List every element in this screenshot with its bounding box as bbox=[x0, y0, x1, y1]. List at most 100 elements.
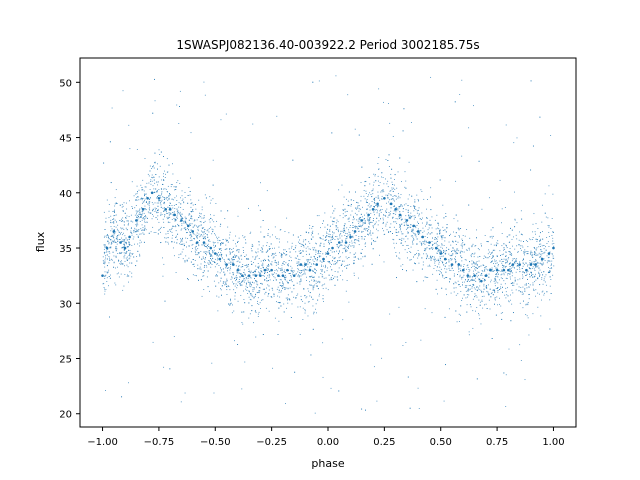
scatter-dot bbox=[478, 249, 480, 251]
scatter-dot bbox=[148, 182, 150, 184]
scatter-dot bbox=[226, 264, 228, 266]
scatter-dot bbox=[251, 263, 253, 265]
scatter-dot bbox=[353, 246, 355, 248]
scatter-dot bbox=[396, 277, 397, 279]
scatter-dot bbox=[115, 250, 117, 252]
scatter-dot bbox=[446, 277, 448, 278]
scatter-dot bbox=[311, 227, 313, 229]
scatter-dot bbox=[444, 240, 446, 242]
scatter-dot bbox=[532, 267, 534, 269]
scatter-dot bbox=[521, 271, 523, 273]
scatter-dot bbox=[462, 297, 463, 299]
scatter-dot bbox=[410, 246, 412, 248]
scatter-dot bbox=[387, 194, 389, 196]
scatter-dot bbox=[118, 272, 119, 274]
scatter-dot bbox=[265, 307, 267, 309]
scatter-dot bbox=[288, 232, 290, 234]
scatter-dot bbox=[255, 311, 257, 313]
scatter-dot bbox=[104, 235, 106, 237]
scatter-dot bbox=[378, 168, 380, 170]
scatter-dot bbox=[332, 237, 334, 239]
scatter-dot bbox=[412, 229, 414, 231]
scatter-dot bbox=[242, 290, 244, 292]
scatter-dot bbox=[309, 284, 311, 286]
scatter-dot bbox=[170, 202, 171, 204]
scatter-dot bbox=[256, 292, 258, 294]
scatter-dot bbox=[393, 179, 395, 180]
scatter-dot bbox=[248, 302, 250, 304]
scatter-dot bbox=[534, 263, 536, 265]
scatter-dot bbox=[468, 334, 470, 336]
scatter-dot bbox=[444, 250, 446, 252]
scatter-dot bbox=[460, 264, 462, 266]
scatter-dot bbox=[232, 259, 234, 261]
scatter-dot bbox=[110, 222, 112, 224]
scatter-dot bbox=[246, 289, 248, 291]
scatter-dot bbox=[196, 232, 198, 234]
scatter-dot bbox=[531, 254, 533, 256]
scatter-dot bbox=[237, 260, 239, 262]
scatter-dot bbox=[339, 215, 341, 217]
scatter-dot bbox=[280, 252, 282, 254]
scatter-dot bbox=[551, 253, 553, 255]
scatter-dot bbox=[240, 295, 242, 296]
scatter-dot bbox=[192, 226, 194, 228]
scatter-dot bbox=[321, 264, 322, 266]
scatter-dot bbox=[175, 186, 177, 188]
scatter-dot bbox=[475, 245, 477, 246]
scatter-dot bbox=[287, 241, 289, 243]
scatter-dot bbox=[371, 222, 373, 223]
scatter-dot bbox=[144, 220, 146, 222]
scatter-dot bbox=[193, 233, 195, 235]
scatter-dot bbox=[450, 292, 452, 294]
scatter-dot bbox=[405, 341, 407, 343]
scatter-dot bbox=[321, 276, 323, 278]
scatter-dot bbox=[488, 299, 490, 301]
scatter-dot bbox=[429, 224, 431, 226]
scatter-dot bbox=[353, 227, 355, 228]
scatter-dot bbox=[397, 218, 399, 220]
scatter-dot bbox=[119, 239, 120, 240]
scatter-dot bbox=[373, 206, 375, 208]
scatter-dot bbox=[519, 231, 520, 233]
scatter-dot bbox=[512, 258, 514, 260]
scatter-dot bbox=[216, 263, 218, 265]
scatter-dot bbox=[247, 258, 249, 259]
scatter-dot bbox=[505, 124, 507, 126]
scatter-dot bbox=[141, 212, 143, 214]
scatter-dot bbox=[542, 274, 544, 276]
scatter-dot bbox=[260, 260, 262, 262]
scatter-dot bbox=[452, 247, 454, 249]
scatter-dot bbox=[333, 221, 335, 223]
scatter-dot bbox=[402, 269, 404, 271]
scatter-dot bbox=[367, 219, 369, 221]
scatter-dot bbox=[347, 234, 349, 236]
scatter-dot bbox=[332, 256, 334, 258]
scatter-dot bbox=[124, 248, 126, 250]
scatter-dot bbox=[474, 277, 476, 279]
scatter-dot bbox=[264, 272, 265, 274]
scatter-dot bbox=[551, 267, 553, 269]
scatter-dot bbox=[280, 291, 282, 293]
scatter-dot bbox=[260, 182, 261, 184]
scatter-dot bbox=[189, 234, 191, 236]
scatter-dot bbox=[203, 243, 205, 245]
scatter-dot bbox=[527, 264, 529, 266]
scatter-dot bbox=[257, 313, 259, 315]
scatter-dot bbox=[314, 247, 316, 249]
scatter-dot bbox=[129, 200, 130, 202]
scatter-dot bbox=[490, 261, 492, 263]
scatter-dot bbox=[491, 269, 493, 271]
scatter-dot bbox=[453, 249, 455, 251]
scatter-dot bbox=[205, 253, 207, 255]
scatter-dot bbox=[402, 208, 404, 210]
scatter-dot bbox=[258, 271, 259, 273]
scatter-dot bbox=[383, 261, 385, 263]
scatter-dot bbox=[461, 257, 463, 259]
scatter-dot bbox=[235, 275, 237, 277]
scatter-dot bbox=[192, 259, 194, 260]
scatter-dot bbox=[404, 221, 406, 223]
scatter-dot bbox=[520, 287, 522, 288]
scatter-dot bbox=[288, 263, 289, 265]
scatter-dot bbox=[509, 276, 511, 278]
